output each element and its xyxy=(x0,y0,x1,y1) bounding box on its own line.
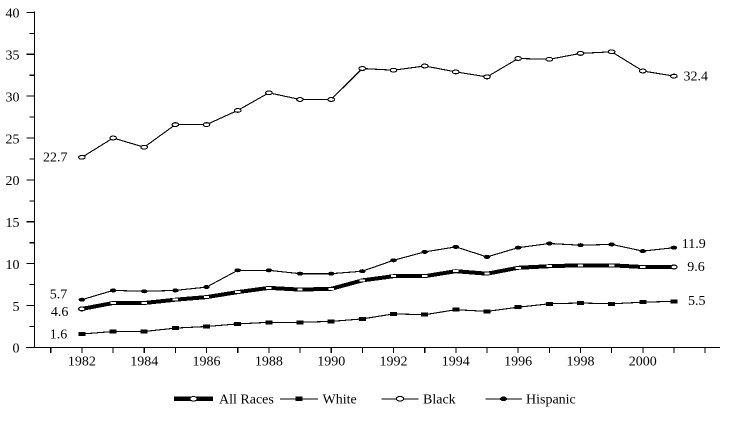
svg-text:1996: 1996 xyxy=(504,355,532,370)
svg-text:1988: 1988 xyxy=(255,355,283,370)
svg-text:1990: 1990 xyxy=(317,355,345,370)
svg-text:9.6: 9.6 xyxy=(687,260,705,275)
svg-text:32.4: 32.4 xyxy=(684,70,709,85)
svg-text:35: 35 xyxy=(6,49,20,64)
svg-text:2000: 2000 xyxy=(629,355,657,370)
svg-text:0: 0 xyxy=(13,342,20,357)
svg-text:40: 40 xyxy=(6,7,20,22)
svg-text:1998: 1998 xyxy=(567,355,595,370)
svg-text:30: 30 xyxy=(6,90,20,105)
svg-text:11.9: 11.9 xyxy=(682,237,706,252)
svg-text:1986: 1986 xyxy=(193,355,221,370)
svg-text:5.5: 5.5 xyxy=(688,294,706,309)
svg-text:10: 10 xyxy=(6,258,20,273)
svg-text:20: 20 xyxy=(6,174,20,189)
svg-text:1.6: 1.6 xyxy=(50,327,68,342)
svg-text:1984: 1984 xyxy=(130,355,158,370)
svg-text:1982: 1982 xyxy=(68,355,96,370)
svg-text:5: 5 xyxy=(13,300,20,315)
svg-text:1994: 1994 xyxy=(442,355,470,370)
svg-text:1992: 1992 xyxy=(380,355,408,370)
svg-text:22.7: 22.7 xyxy=(43,150,68,165)
svg-text:15: 15 xyxy=(6,216,20,231)
svg-text:25: 25 xyxy=(6,132,20,147)
svg-text:Hispanic: Hispanic xyxy=(526,393,576,408)
svg-text:All Races: All Races xyxy=(219,393,274,408)
svg-text:White: White xyxy=(323,393,357,408)
svg-text:4.6: 4.6 xyxy=(51,305,69,320)
svg-text:Black: Black xyxy=(423,393,456,408)
svg-text:5.7: 5.7 xyxy=(50,288,68,303)
